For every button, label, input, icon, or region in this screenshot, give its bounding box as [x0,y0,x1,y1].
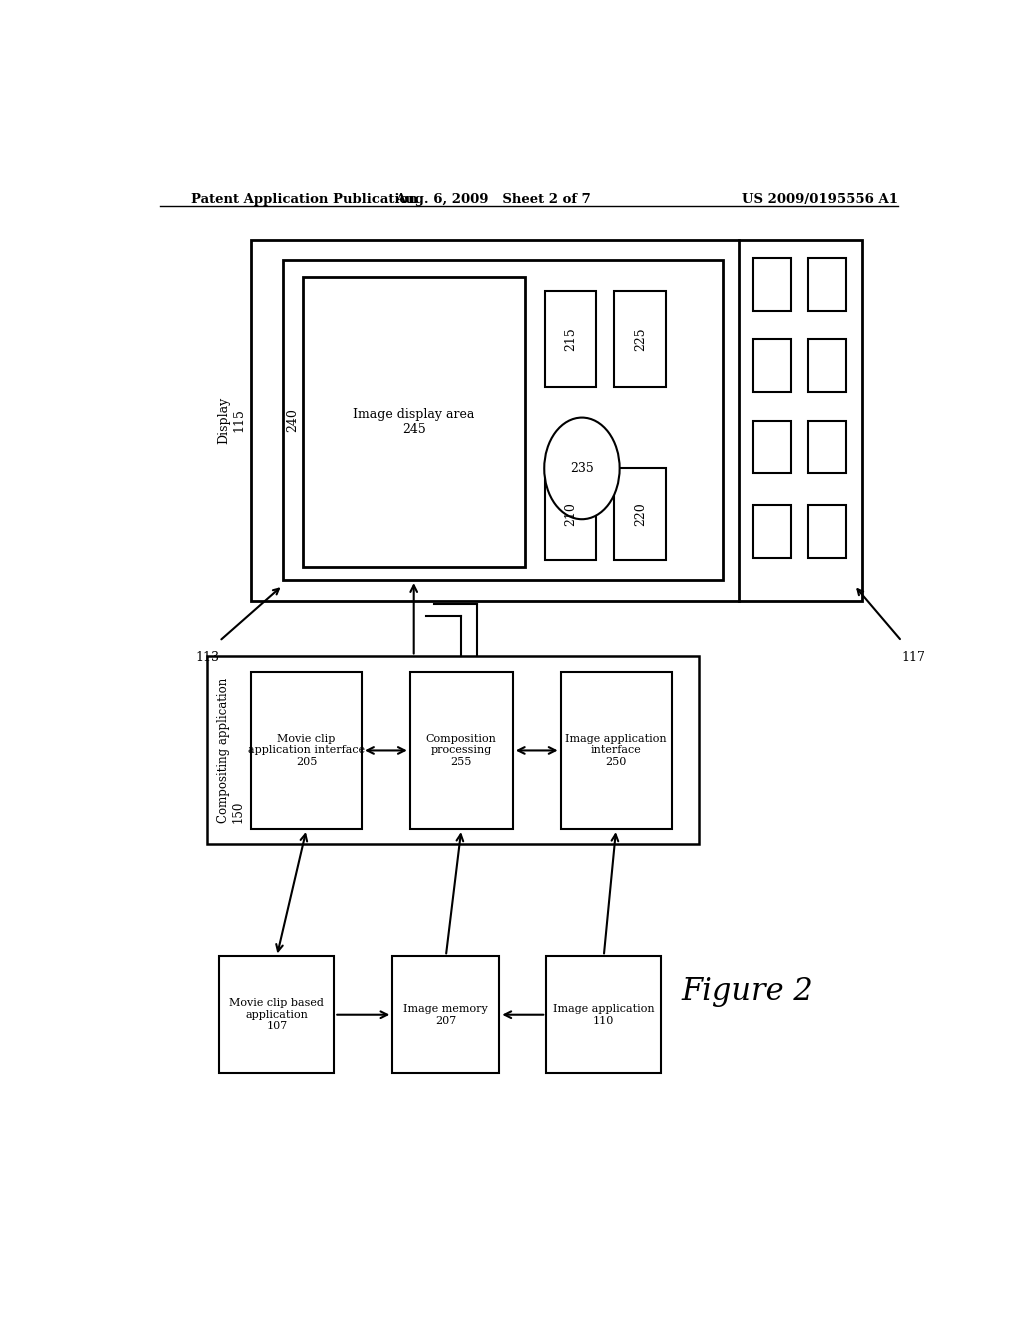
Text: 235: 235 [570,462,594,475]
Bar [808,257,846,312]
Text: 220: 220 [634,503,647,525]
Text: US 2009/0195556 A1: US 2009/0195556 A1 [741,193,898,206]
Bar [283,260,723,581]
Bar [545,469,596,560]
Bar [251,240,862,601]
Text: Movie clip based
application
107: Movie clip based application 107 [229,998,325,1031]
Bar [545,290,596,387]
Text: Display
115: Display 115 [217,396,245,444]
Bar [560,672,672,829]
Bar [614,469,666,560]
Text: Figure 2: Figure 2 [681,977,813,1007]
Bar [546,956,662,1073]
Text: 240: 240 [286,408,299,432]
Bar [303,277,524,568]
Bar [808,506,846,558]
Bar [251,672,362,829]
Text: Patent Application Publication: Patent Application Publication [191,193,418,206]
Text: Aug. 6, 2009   Sheet 2 of 7: Aug. 6, 2009 Sheet 2 of 7 [395,193,591,206]
Text: 215: 215 [564,327,577,351]
Ellipse shape [544,417,620,519]
Text: Image application
interface
250: Image application interface 250 [565,734,667,767]
Text: Image application
110: Image application 110 [553,1005,654,1026]
Text: Composition
processing
255: Composition processing 255 [426,734,497,767]
Text: Image display area
245: Image display area 245 [353,408,474,436]
Bar [207,656,699,845]
Text: 210: 210 [564,502,577,527]
Bar [614,290,666,387]
Text: Movie clip
application interface
205: Movie clip application interface 205 [248,734,366,767]
Bar [392,956,500,1073]
Bar [808,339,846,392]
Bar [808,421,846,474]
Text: Compositing application
150: Compositing application 150 [217,678,245,824]
Bar [754,257,792,312]
Bar [754,421,792,474]
Bar [754,506,792,558]
Bar [410,672,513,829]
Text: Image memory
207: Image memory 207 [403,1005,488,1026]
Text: 113: 113 [196,651,219,664]
Bar [219,956,334,1073]
Text: 225: 225 [634,327,647,351]
Bar [754,339,792,392]
Text: 117: 117 [902,651,926,664]
